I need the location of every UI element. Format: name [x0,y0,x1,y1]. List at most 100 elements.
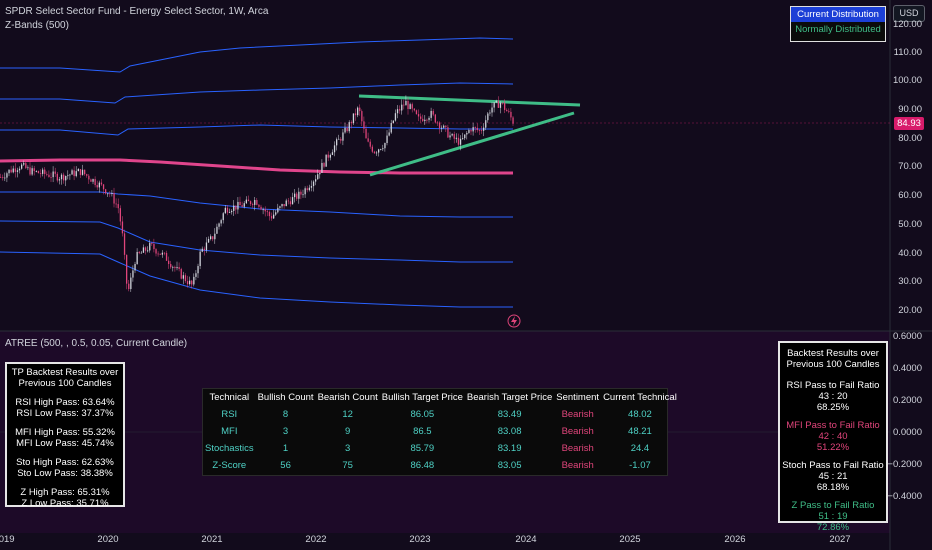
support-trendline[interactable] [369,111,575,177]
backtest-title-line1: Backtest Results over [787,348,879,359]
candle-body [426,119,428,121]
table-cell: RSI [221,409,238,420]
backtest-rsi-ratio: 43 : 20 [818,391,848,402]
candle-body [239,201,241,206]
candle-body [382,148,384,150]
candle-body [155,249,157,254]
price-axis-label: 40.00 [898,248,922,259]
table-cell: 48.21 [628,426,652,437]
candle-body [310,186,313,188]
price-axis-label: 70.00 [898,161,922,172]
candle-body [451,134,453,136]
backtest-rsi-pct: 68.25% [816,402,850,413]
z-bands-indicator-label[interactable]: Z-Bands (500) [5,20,69,31]
candle-body [480,130,483,131]
price-axis-label: 60.00 [898,190,922,201]
z-band-lower-2 [0,220,513,263]
candle-body [321,162,323,173]
candle-body [361,111,363,122]
candle-body [18,168,21,171]
candle-body [157,253,159,255]
z-band-upper-1 [0,124,513,136]
oscillator-axis-label: 0.2000 [892,395,922,406]
tp-rsi-low: RSI Low Pass: 37.37% [16,408,114,419]
candle-body [115,203,117,205]
candle-body [241,205,243,207]
candle-body [16,170,19,172]
candle-body [512,117,514,124]
candle-body [46,173,48,175]
table-cell: 9 [345,426,351,437]
tp-mfi-low: MFI Low Pass: 45.74% [16,438,114,449]
currency-button[interactable]: USD [893,5,925,22]
price-axis-label: 120.00 [892,19,922,30]
z-band-upper-3 [0,37,514,73]
resistance-trendline[interactable] [358,94,581,107]
candle-body [21,164,23,169]
candle-body [287,200,289,202]
oscillator-axis-label: 0.4000 [892,363,922,374]
time-axis-label: 2021 [201,534,223,545]
candle-body [12,168,14,173]
backtest-z-ratio: 51 : 19 [818,511,848,522]
candle-body [193,276,195,285]
candle-body [336,139,338,146]
candle-body [231,210,233,213]
tp-rsi-high: RSI High Pass: 63.64% [15,397,115,408]
candle-body [325,154,327,167]
candle-body [23,163,25,165]
oscillator-axis-label: 0.6000 [892,331,922,342]
table-cell: 85.79 [410,443,435,454]
col-header-sentiment: Sentiment [556,392,600,403]
candle-body [491,107,493,113]
candle-body [470,130,472,132]
table-cell: 83.19 [497,443,522,454]
candle-body [210,236,212,240]
candle-body [233,205,235,211]
candle-body [153,243,155,250]
candle-body [2,177,4,178]
current-distribution-panel: Current Distribution Normally Distribute… [790,6,886,42]
candle-body [172,266,174,268]
time-axis-label: 2027 [829,534,851,545]
backtest-z-pct: 72.86% [816,522,850,533]
oscillator-axis-label: 0.0000 [892,427,922,438]
candle-body [258,204,260,207]
candle-body [415,110,418,115]
candle-body [256,200,258,205]
table-cell: 86.5 [413,426,432,437]
candle-body [411,104,413,109]
candle-body [98,182,100,188]
candle-body [144,247,147,251]
candle-body [220,220,222,224]
candle-body [399,109,401,111]
candle-body [77,169,79,172]
candle-body [142,247,145,253]
candle-body [390,122,392,133]
atree-indicator-label[interactable]: ATREE (500, , 0.5, 0.05, Current Candle) [5,338,188,349]
candle-body [149,243,151,251]
candle-body [218,223,220,227]
candle-body [487,113,489,121]
table-cell: 86.05 [410,409,435,420]
col-header-current-technical: Current Technical [603,392,677,403]
time-axis-label: 2022 [305,534,327,545]
lightning-icon[interactable] [507,314,521,328]
candle-body [237,201,239,210]
table-row: MFI 3 9 86.5 83.08 Bearish 48.21 [203,423,679,440]
candle-body [312,181,315,187]
candle-body [308,187,310,191]
table-cell: 83.49 [497,409,522,420]
candle-body [203,248,205,251]
candle-body [214,233,216,240]
candle-body [359,107,361,112]
candle-body [136,251,138,264]
candle-body [455,137,457,139]
candle-body [102,184,105,190]
table-cell: 1 [282,443,289,454]
symbol-title[interactable]: SPDR Select Sector Fund - Energy Select … [5,6,269,17]
candle-body [350,122,352,124]
time-axis-label: 2023 [409,534,431,545]
candle-body [252,204,254,205]
